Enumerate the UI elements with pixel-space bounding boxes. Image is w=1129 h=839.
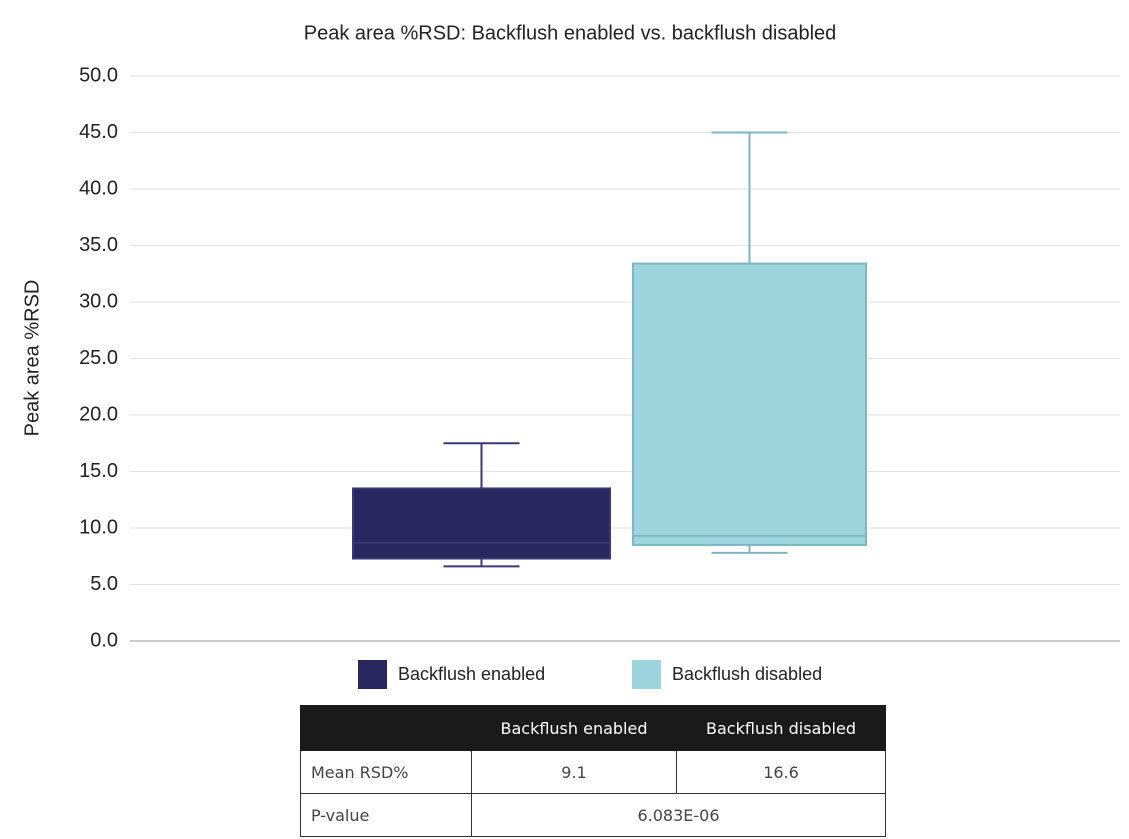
y-tick-label: 45.0	[79, 121, 118, 143]
chart: Peak area %RSD: Backflush enabled vs. ba…	[21, 22, 1120, 689]
chart-title: Peak area %RSD: Backflush enabled vs. ba…	[304, 22, 837, 44]
table-header: Backflush enabled Backflush disabled	[300, 705, 886, 751]
row-label: Mean RSD%	[300, 750, 472, 794]
cell: 6.083E-06	[471, 793, 886, 837]
header-cell: Backflush enabled	[471, 705, 677, 751]
box	[352, 487, 611, 560]
y-tick-label: 15.0	[79, 460, 118, 482]
y-tick-label: 25.0	[79, 347, 118, 369]
cell: 16.6	[676, 750, 886, 794]
row-label: P-value	[300, 793, 472, 837]
table-row: P-value 6.083E-06	[300, 793, 886, 837]
legend-swatch	[632, 660, 661, 689]
legend-swatch	[358, 660, 387, 689]
y-tick-label: 30.0	[79, 290, 118, 312]
box	[632, 262, 867, 546]
y-axis-label: Peak area %RSD	[21, 280, 43, 437]
y-tick-label: 0.0	[90, 629, 118, 651]
legend-label: Backflush enabled	[398, 664, 545, 684]
y-tick-label: 40.0	[79, 177, 118, 199]
legend-label: Backflush disabled	[672, 664, 822, 684]
y-tick-label: 35.0	[79, 234, 118, 256]
y-tick-label: 20.0	[79, 403, 118, 425]
header-cell: Backflush disabled	[676, 705, 886, 751]
stats-table: Backflush enabled Backflush disabled Mea…	[300, 705, 886, 837]
header-cell	[300, 705, 472, 751]
y-tick-label: 5.0	[90, 573, 118, 595]
cell: 9.1	[471, 750, 677, 794]
y-tick-label: 10.0	[79, 516, 118, 538]
y-tick-label: 50.0	[79, 64, 118, 86]
table-row: Mean RSD% 9.1 16.6	[300, 750, 886, 794]
